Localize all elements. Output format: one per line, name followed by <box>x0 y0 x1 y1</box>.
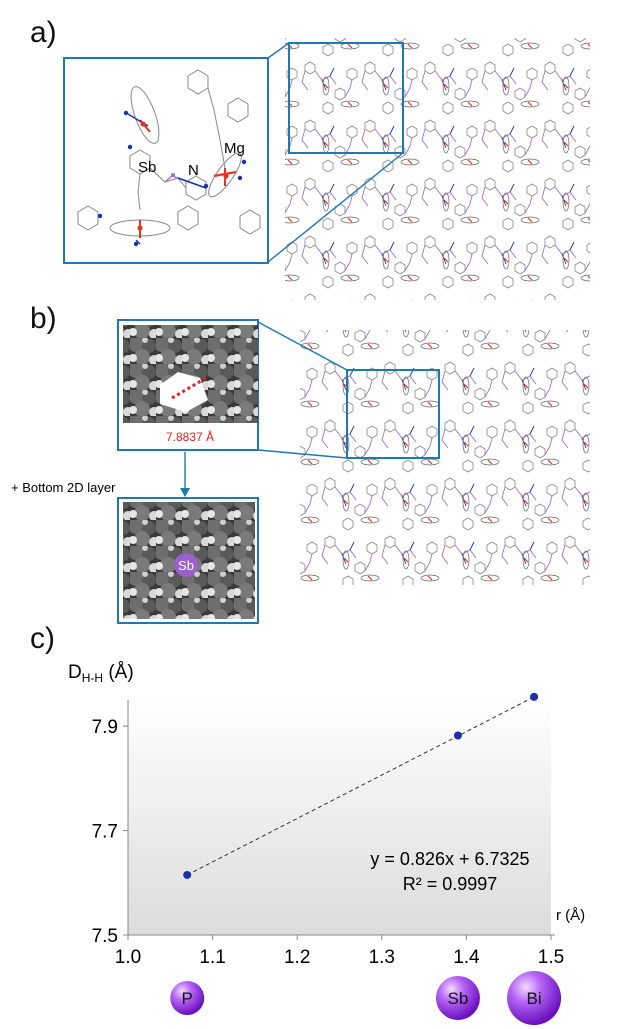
x-tick-label: 1.5 <box>538 947 564 968</box>
panel-a-lattice <box>285 38 590 300</box>
distance-line <box>171 376 207 400</box>
r-squared: R² = 0.9997 <box>403 874 498 894</box>
element-sphere-sb <box>435 976 480 1020</box>
panel-b-letter: b) <box>30 302 57 335</box>
x-tick-label: 1.1 <box>199 947 225 968</box>
fit-equation: y = 0.826x + 6.7325 <box>370 849 529 869</box>
element-sphere-p <box>170 981 205 1015</box>
data-point <box>453 731 462 740</box>
data-point <box>530 692 539 701</box>
arrow-caption: + Bottom 2D layer <box>11 480 116 495</box>
element-label: Bi <box>527 989 542 1008</box>
fit-line <box>186 696 535 876</box>
label-sb: Sb <box>138 159 156 176</box>
x-axis-title: r (Å) <box>556 907 585 924</box>
y-axis-title: DH-H (Å) <box>68 662 134 685</box>
panel-a-letter: a) <box>30 16 57 49</box>
element-label: Sb <box>448 989 469 1008</box>
panel-a-inset-frame <box>63 57 269 264</box>
panel-a-zoom-line-bottom <box>267 152 404 263</box>
sb-sphere <box>174 553 198 577</box>
element-sphere-bi <box>507 971 562 1025</box>
element-label: P <box>182 989 193 1008</box>
panel-a-molecule <box>77 69 261 237</box>
x-tick-label: 1.4 <box>453 947 480 968</box>
data-point <box>183 870 192 879</box>
panel-a-zoom-box <box>288 42 404 154</box>
panel-a-zoom-line-top <box>267 42 290 59</box>
x-tick-label: 1.3 <box>369 947 395 968</box>
y-tick-label: 7.5 <box>92 926 118 947</box>
label-n: N <box>188 162 199 179</box>
y-tick-label: 7.9 <box>92 717 118 738</box>
panel-b-zoom-line-bottom <box>257 449 348 459</box>
x-tick-label: 1.2 <box>284 947 310 968</box>
panel-b-zoom-box <box>346 369 440 459</box>
distance-label: 7.8837 Å <box>166 429 214 444</box>
x-tick-label: 1.0 <box>115 947 141 968</box>
panel-b-arrow-head <box>180 488 190 497</box>
label-mg: Mg <box>224 140 245 157</box>
panel-b-top-spacefill <box>123 325 258 423</box>
sb-sphere-label: Sb <box>178 558 194 573</box>
panel-c-letter: c) <box>30 622 55 655</box>
plot-area <box>128 695 551 935</box>
y-tick-label: 7.7 <box>92 822 118 843</box>
panel-a-bonds <box>97 110 247 247</box>
chart: DH-H (Å) r (Å) 7.5 7.7 7.9 1.0 1.1 1.2 1.3 1.4… <box>68 662 585 1025</box>
panel-b-zoom-line-top <box>257 321 348 371</box>
